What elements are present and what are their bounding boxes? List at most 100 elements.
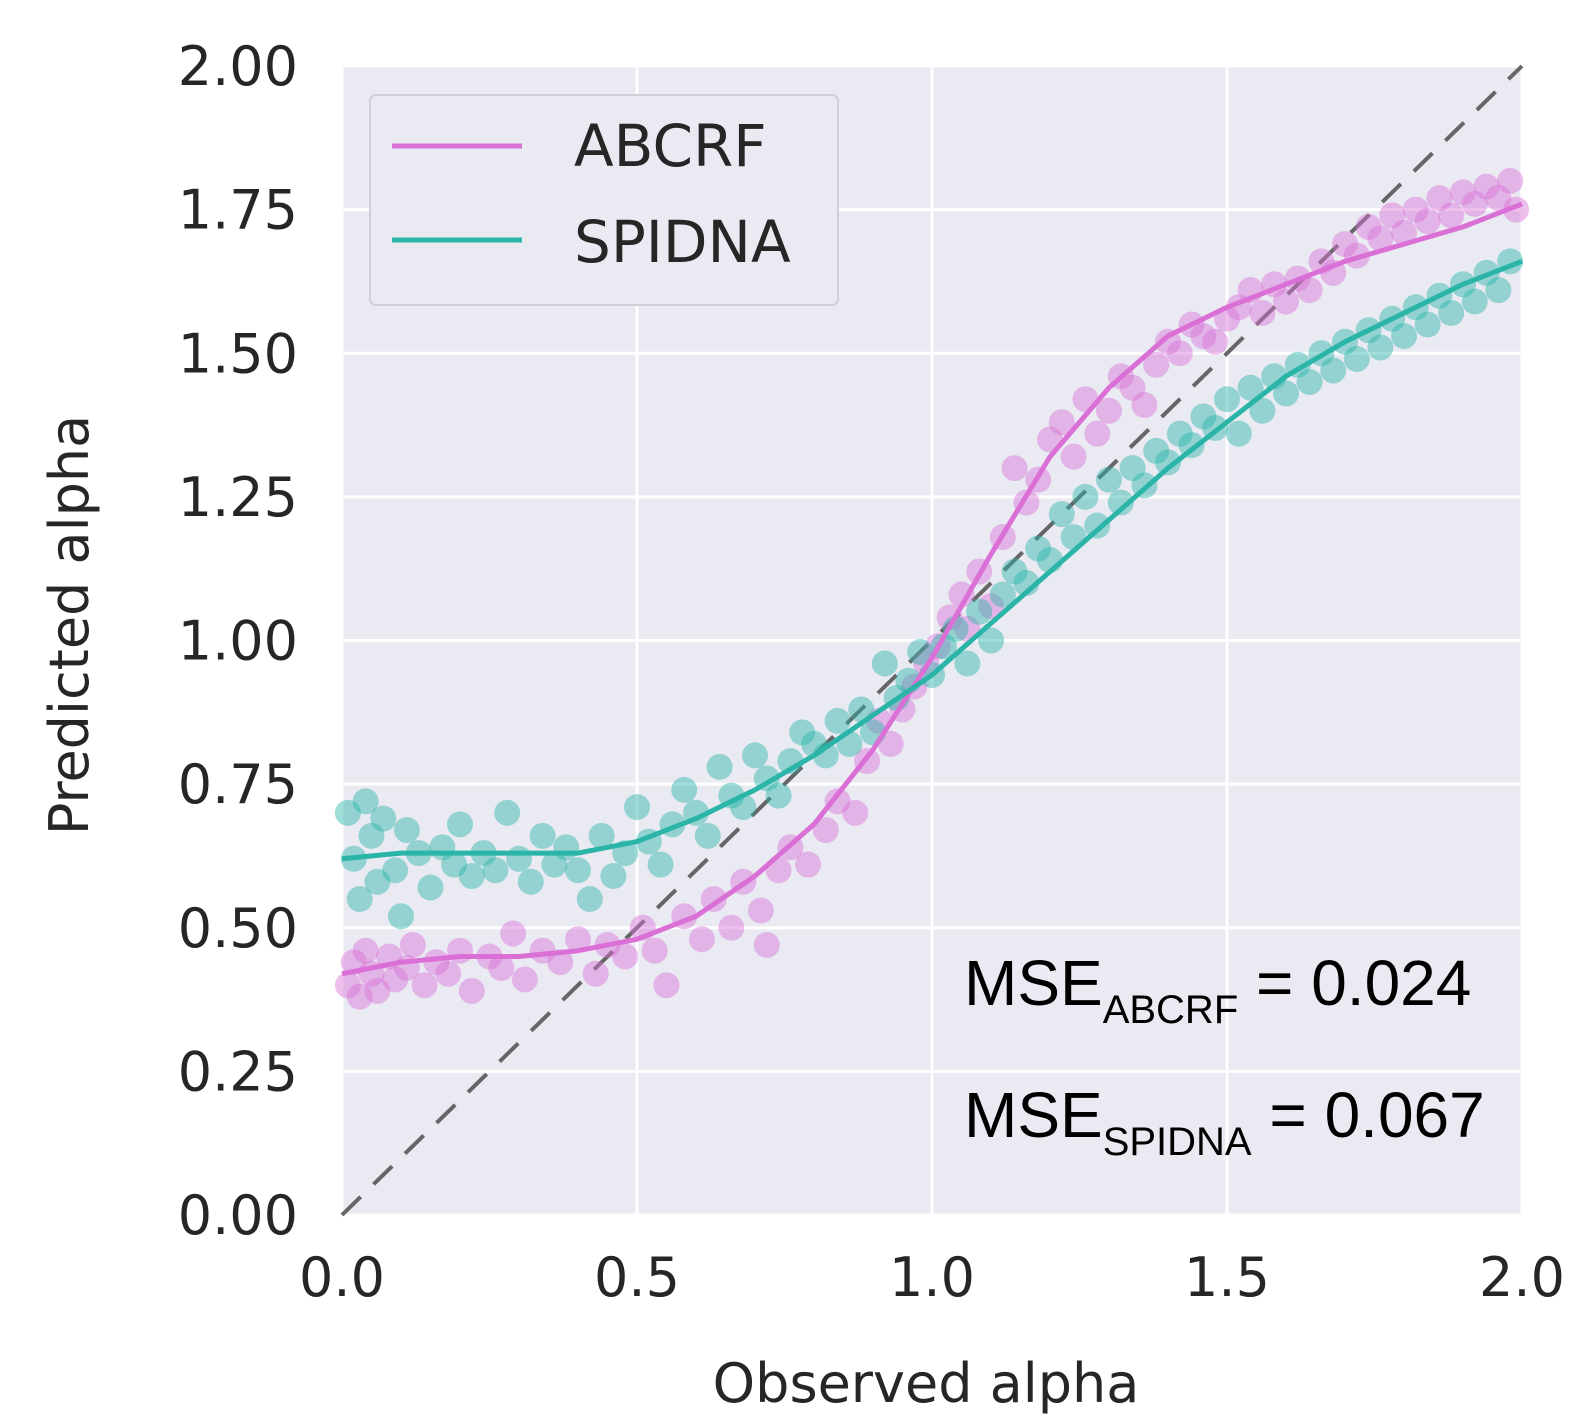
scatter-point-abcrf [612, 943, 639, 970]
grid-lines [340, 64, 1524, 1217]
scatter-point-abcrf [1391, 219, 1417, 246]
scatter-point-abcrf [411, 972, 438, 999]
y-tick-label: 1.25 [178, 466, 298, 529]
scatter-point-abcrf [547, 949, 574, 976]
scatter-point-spidna [954, 650, 981, 677]
scatter-point-abcrf [364, 977, 391, 1004]
scatter-point-spidna [1072, 483, 1099, 510]
scatter-point-abcrf [511, 966, 538, 993]
scatter-point-spidna [1001, 558, 1028, 585]
scatter-point-abcrf [399, 931, 426, 958]
reference-line-group [340, 64, 1524, 1217]
scatter-point-spidna [1166, 420, 1193, 447]
scatter-point-spidna [506, 845, 532, 872]
mse-abcrf-annotation: MSEABCRF = 0.024 [964, 947, 1471, 1032]
y-tick-label: 0.25 [178, 1040, 298, 1103]
scatter-point-abcrf [718, 914, 745, 941]
scatter-point-spidna [1214, 386, 1240, 413]
scatter-point-spidna [1273, 380, 1299, 407]
scatter-point-spidna [441, 851, 468, 878]
scatter-point-abcrf [747, 897, 774, 924]
scatter-point-abcrf [948, 581, 975, 608]
scatter-point-spidna [1461, 288, 1488, 315]
scatter-point-abcrf [565, 926, 591, 953]
scatter-point-abcrf [978, 593, 1004, 620]
scatter-point-spidna [978, 627, 1004, 654]
scatter-point-abcrf [582, 960, 609, 987]
scatter-point-abcrf [824, 788, 851, 815]
scatter-point-spidna [1485, 277, 1512, 304]
scatter-point-abcrf [795, 851, 822, 878]
scatter-point-spidna [742, 742, 768, 769]
y-tick-label: 1.75 [178, 179, 298, 242]
scatter-point-spidna [1107, 489, 1134, 516]
y-tick-label: 0.75 [178, 753, 298, 816]
scatter-point-abcrf [1485, 185, 1512, 212]
scatter-point-abcrf [688, 926, 715, 953]
x-tick-label: 1.5 [1184, 1246, 1270, 1309]
scatter-point-abcrf [1131, 391, 1158, 418]
scatter-point-spidna [1143, 437, 1170, 464]
scatter-point-abcrf [641, 937, 668, 964]
scatter-point-spidna [352, 788, 379, 815]
scatter-point-spidna [1084, 512, 1111, 539]
y-tick-label: 2.00 [178, 35, 298, 98]
mse-spidna-sub: SPIDNA [1103, 1120, 1252, 1164]
scatter-point-spidna [1237, 374, 1264, 401]
scatter-point-abcrf [1367, 225, 1394, 252]
scatter-point-spidna [388, 903, 414, 930]
scatter-point-abcrf [1414, 208, 1441, 235]
scatter-point-spidna [1438, 300, 1465, 327]
scatter-point-spidna [494, 799, 521, 826]
scatter-point-abcrf [1379, 202, 1406, 229]
y-tick-labels: 0.00 0.25 0.50 0.75 1.00 1.25 1.50 1.75 2.00 [178, 35, 298, 1247]
x-tick-label: 0.5 [594, 1246, 680, 1309]
y-tick-label: 0.00 [178, 1184, 298, 1247]
scatter-point-spidna [966, 598, 993, 625]
scatter-point-abcrf [1296, 277, 1323, 304]
scatter-point-abcrf [458, 977, 485, 1004]
scatter-point-spidna [1048, 501, 1075, 528]
scatter-point-abcrf [1249, 300, 1276, 327]
scatter-point-abcrf [653, 972, 680, 999]
scatter-point-spidna [694, 822, 721, 849]
scatter-point-spidna [334, 799, 361, 826]
mse-abcrf-main: MSE [964, 947, 1103, 1019]
mse-spidna-main: MSE [964, 1079, 1103, 1151]
scatter-point-spidna [1025, 535, 1052, 562]
scatter-point-abcrf [842, 799, 869, 826]
scatter-point-abcrf [1048, 409, 1075, 436]
scatter-point-spidna [541, 851, 568, 878]
scatter-point-spidna [1367, 334, 1394, 361]
x-axis-title: Observed alpha [713, 1352, 1140, 1415]
scatter-point-abcrf [500, 920, 527, 947]
scatter-point-abcrf [1355, 213, 1382, 240]
scatter-point-abcrf [1438, 202, 1465, 229]
scatter-point-spidna [871, 650, 898, 677]
scatter-point-spidna [647, 851, 674, 878]
scatter-point-abcrf [1402, 196, 1429, 223]
scatter-point-spidna [565, 857, 591, 884]
scatter-point-spidna [1320, 357, 1347, 384]
scatter-point-abcrf [877, 730, 904, 757]
scatter-point-spidna [1391, 323, 1417, 350]
mse-abcrf-sub: ABCRF [1103, 988, 1239, 1032]
y-tick-label: 0.50 [178, 897, 298, 960]
scatter-point-spidna [989, 581, 1016, 608]
scatter-point-abcrf [382, 966, 409, 993]
x-tick-labels: 0.0 0.5 1.0 1.5 2.0 [299, 1246, 1565, 1309]
scatter-point-spidna [824, 707, 851, 734]
scatter-point-spidna [364, 868, 391, 895]
scatter-point-abcrf [1332, 231, 1358, 258]
scatter-point-spidna [576, 886, 603, 913]
scatter-point-spidna [346, 886, 373, 913]
scatter-point-spidna [458, 863, 485, 890]
scatter-point-spidna [1249, 397, 1276, 424]
scatter-point-abcrf [1426, 185, 1453, 212]
y-tick-label: 1.50 [178, 322, 298, 385]
scatter-point-abcrf [753, 931, 780, 958]
scatter-point-spidna [1414, 311, 1441, 338]
scatter-point-spidna [370, 805, 397, 832]
scatter-point-spidna [482, 857, 509, 884]
